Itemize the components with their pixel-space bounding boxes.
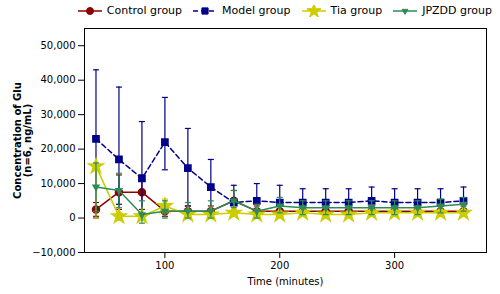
html-text:Control group: Control group: [106, 4, 183, 17]
svg-text:50,000: 50,000: [41, 40, 76, 51]
svg-text:100: 100: [155, 260, 174, 271]
html-text:Model group: Model group: [222, 4, 291, 17]
html-text:JPZDD group: JPZDD group: [422, 4, 492, 17]
svg-text:40,000: 40,000: [41, 74, 76, 85]
svg-text:−10,000: −10,000: [32, 247, 75, 258]
svg-text:200: 200: [270, 260, 289, 271]
svg-text:30,000: 30,000: [41, 109, 76, 120]
svg-text:Time (minutes): Time (minutes): [247, 276, 324, 287]
svg-text:20,000: 20,000: [41, 143, 76, 154]
svg-text:0: 0: [69, 212, 75, 223]
svg-text:Concentration of Glu(n=6, ng/m: Concentration of Glu(n=6, ng/mL): [12, 82, 33, 199]
html-text:Tia group: Tia group: [330, 4, 383, 17]
svg-text:300: 300: [385, 260, 404, 271]
svg-text:10,000: 10,000: [41, 178, 76, 189]
